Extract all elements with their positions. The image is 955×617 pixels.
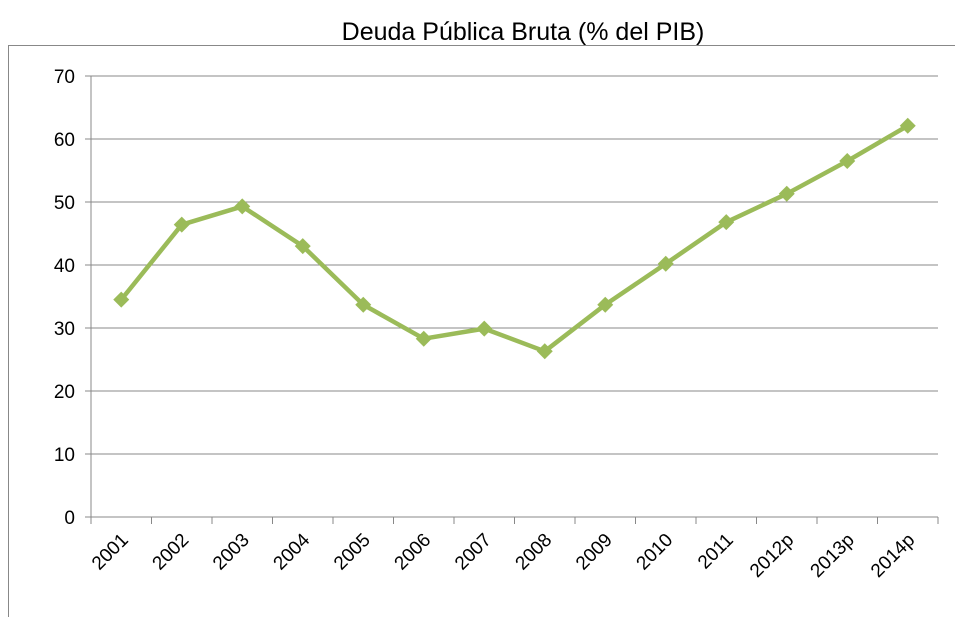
y-tick-label: 10 (54, 445, 75, 466)
y-tick-label: 50 (54, 193, 75, 214)
y-tick-label: 30 (54, 319, 75, 340)
x-tick-label: 2013p (807, 530, 859, 582)
x-tick-label: 2003 (209, 530, 254, 575)
x-tick-label: 2004 (270, 529, 315, 574)
marker (899, 117, 916, 134)
chart-frame (8, 45, 955, 617)
marker (294, 238, 311, 255)
marker (778, 185, 795, 202)
marker (718, 214, 735, 231)
y-tick-label: 70 (54, 67, 75, 88)
marker (536, 343, 553, 360)
marker (234, 198, 251, 215)
y-tick-label: 0 (64, 508, 75, 529)
marker (415, 330, 432, 347)
marker (839, 153, 856, 170)
marker (173, 216, 190, 233)
x-tick-label: 2009 (572, 530, 617, 575)
x-tick-label: 2005 (330, 530, 375, 575)
marker (476, 320, 493, 337)
x-tick-label: 2002 (149, 530, 194, 575)
line (119, 123, 909, 354)
x-tick-label: 2006 (391, 530, 436, 575)
x-tick-label: 2011 (694, 530, 738, 574)
x-tick-label: 2001 (88, 530, 133, 575)
x-tick-label: 2014p (867, 530, 919, 582)
chart-title: Deuda Pública Bruta (% del PIB) (342, 18, 705, 46)
y-tick-label: 40 (54, 256, 75, 277)
y-tick-label: 60 (54, 130, 75, 151)
x-tick-label: 2007 (451, 530, 496, 575)
marker (597, 296, 614, 313)
marker (355, 296, 372, 313)
x-tick-label: 2012p (746, 530, 798, 582)
marker (657, 255, 674, 272)
y-tick-label: 20 (54, 382, 75, 403)
marker (113, 291, 130, 308)
x-tick-label: 2008 (512, 530, 557, 575)
x-tick-label: 2010 (633, 530, 678, 575)
